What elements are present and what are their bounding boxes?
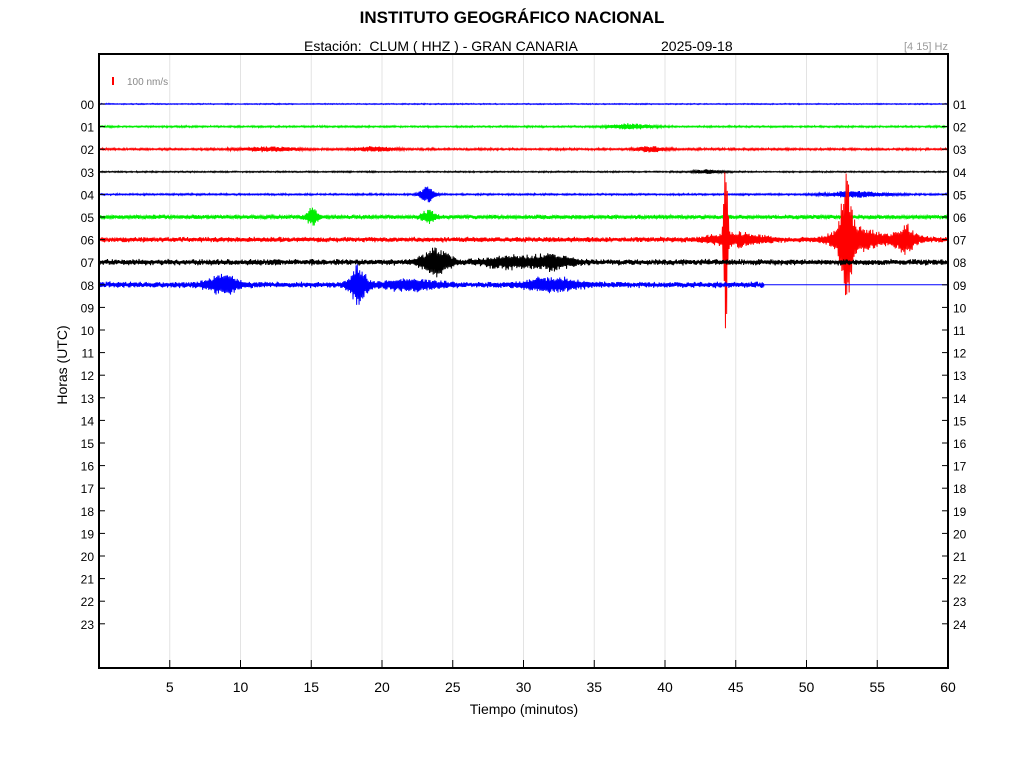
seismic-trace-hour-03 [98,168,949,175]
station-line: Estación: CLUM ( HHZ ) - GRAN CANARIA [304,38,578,54]
seismic-trace-hour-06 [98,172,949,329]
x-axis-label: Tiempo (minutos) [469,701,579,717]
left-hour-label: 12 [81,369,95,383]
left-hour-label: 17 [81,482,95,496]
left-hour-label: 00 [81,98,95,112]
x-tick-label: 35 [586,679,602,695]
station-prefix: Estación: [304,38,362,54]
recording-date: 2025-09-18 [661,38,733,54]
right-hour-label: 09 [953,279,967,293]
right-hour-label: 21 [953,550,967,564]
axis-layer: 5 10 15 20 25 30 35 40 45 50 55 60 00 01 02 03 04 05 06 07 0… [81,98,967,695]
right-hour-label: 04 [953,166,967,180]
scale-bar-label: 100 nm/s [127,77,168,88]
left-hour-label: 08 [81,279,95,293]
station-name: CLUM ( HHZ ) - GRAN CANARIA [369,38,578,54]
x-tick-label: 30 [516,679,532,695]
left-hour-label: 15 [81,437,95,451]
x-tick-label: 40 [657,679,673,695]
left-hour-label: 10 [81,324,95,338]
right-hour-label: 15 [953,414,967,428]
right-hour-label: 14 [953,392,967,406]
scale-bar: 100 nm/s [112,77,168,88]
right-hour-label: 12 [953,347,967,361]
scale-bar-mark [112,77,114,85]
left-hour-label: 01 [81,121,95,135]
left-hour-label: 04 [81,188,95,202]
x-tick-label: 60 [940,679,956,695]
left-hour-label: 06 [81,234,95,248]
right-hour-label: 23 [953,595,967,609]
right-hour-label: 11 [953,324,966,338]
seismic-trace-hour-00 [98,102,949,106]
left-hour-label: 02 [81,143,95,157]
right-hour-label: 03 [953,143,967,157]
right-hour-label: 19 [953,505,967,519]
filter-band: [4 15] Hz [903,41,948,53]
left-hour-label: 03 [81,166,95,180]
left-hour-label: 23 [81,618,95,632]
right-hour-label: 01 [953,98,967,112]
right-hour-label: 10 [953,301,967,315]
x-tick-label: 25 [445,679,461,695]
x-tick-label: 55 [869,679,885,695]
left-hour-label: 05 [81,211,95,225]
right-hour-label: 13 [953,369,967,383]
right-hour-label: 16 [953,437,967,451]
x-tick-label: 20 [374,679,390,695]
left-hour-label: 09 [81,301,95,315]
left-hour-label: 19 [81,527,95,541]
right-hour-label: 24 [953,618,967,632]
seismic-trace-hour-04 [98,186,949,203]
left-hour-label: 07 [81,256,95,270]
left-hour-label: 16 [81,460,95,474]
left-hour-label: 20 [81,550,95,564]
right-hour-label: 20 [953,527,967,541]
chart-title: INSTITUTO GEOGRÁFICO NACIONAL [359,8,665,27]
plot-frame [98,53,949,669]
right-hour-label: 08 [953,256,967,270]
right-hour-label: 06 [953,211,967,225]
right-hour-label: 18 [953,482,967,496]
left-hour-label: 13 [81,392,95,406]
x-tick-label: 50 [799,679,815,695]
right-hour-label: 05 [953,188,967,202]
left-hour-label: 22 [81,595,95,609]
seismic-trace-hour-01 [98,123,949,130]
left-hour-label: 14 [81,414,95,428]
right-hour-label: 07 [953,234,967,248]
seismic-trace-hour-08 [98,264,765,305]
x-tick-label: 45 [728,679,744,695]
right-hour-label: 22 [953,573,967,587]
seismic-trace-hour-05 [98,207,949,226]
left-hour-label: 21 [81,573,95,587]
right-hour-label: 02 [953,121,967,135]
x-tick-label: 15 [303,679,319,695]
x-tick-label: 10 [233,679,249,695]
grid-layer [169,55,878,667]
trace-layer [98,102,949,329]
right-hour-label: 17 [953,460,967,474]
seismic-trace-hour-07 [98,247,949,278]
seismic-trace-hour-02 [98,145,949,153]
left-hour-label: 11 [82,347,95,361]
left-hour-label: 18 [81,505,95,519]
x-tick-label: 5 [166,679,174,695]
